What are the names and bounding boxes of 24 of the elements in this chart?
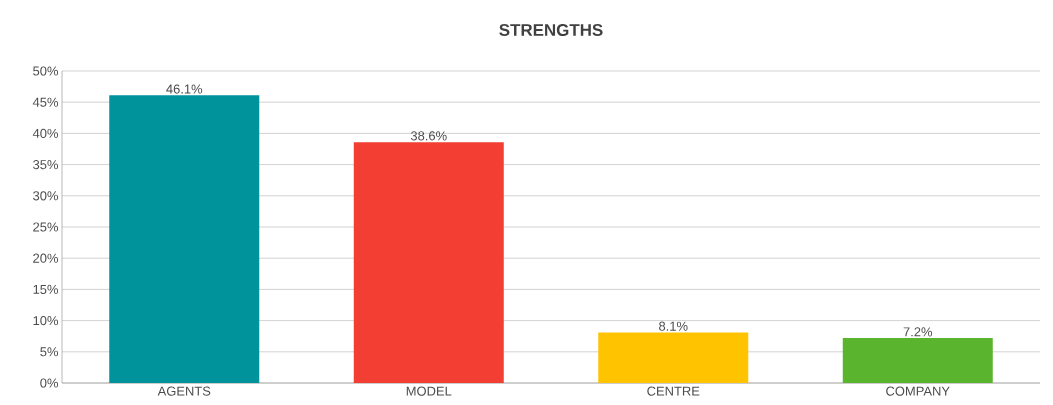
data-label: 38.6% bbox=[410, 131, 447, 141]
bar bbox=[842, 338, 993, 383]
data-label: 8.1% bbox=[659, 321, 688, 331]
y-tick-label: 50% bbox=[33, 66, 59, 76]
y-tick-label: 30% bbox=[33, 191, 59, 201]
y-tick-label: 35% bbox=[33, 160, 59, 170]
x-tick-label: MODEL bbox=[406, 386, 452, 396]
x-tick-label: CENTRE bbox=[647, 386, 700, 396]
bar bbox=[598, 332, 749, 383]
y-tick-label: 10% bbox=[33, 316, 59, 326]
x-tick-label: COMPANY bbox=[886, 386, 950, 396]
x-tick-label: AGENTS bbox=[157, 386, 211, 396]
data-label: 46.1% bbox=[166, 84, 203, 94]
bar bbox=[353, 142, 504, 383]
chart-title: STRENGTHS bbox=[499, 24, 603, 36]
y-tick-label: 25% bbox=[33, 222, 59, 232]
y-tick-label: 40% bbox=[32, 128, 59, 138]
y-tick-label: 15% bbox=[33, 284, 59, 294]
y-tick-label: 45% bbox=[32, 97, 59, 107]
y-tick-label: 5% bbox=[40, 347, 59, 357]
bar bbox=[109, 95, 260, 383]
y-tick-label: 0% bbox=[40, 378, 59, 388]
y-tick-label: 20% bbox=[33, 253, 59, 263]
data-label: 7.2% bbox=[903, 327, 933, 337]
